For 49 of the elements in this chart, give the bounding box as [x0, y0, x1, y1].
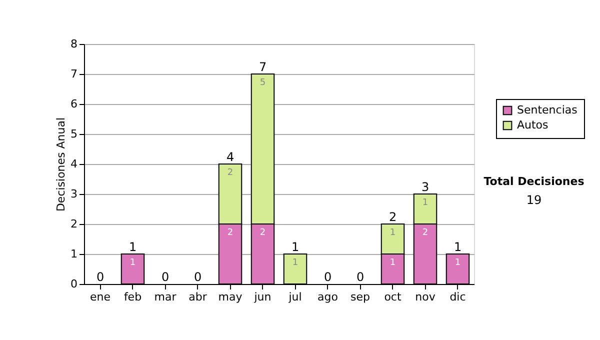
- y-tick-label: 3: [70, 188, 78, 200]
- x-tick-label: ago: [318, 290, 338, 304]
- data-label: 1: [454, 258, 461, 268]
- total-label: 1: [128, 240, 137, 254]
- x-tick-label: ene: [90, 290, 111, 304]
- y-axis-title: Decisiones Anual: [54, 117, 68, 212]
- data-label: 1: [390, 258, 396, 268]
- y-tick-label: 4: [70, 158, 78, 170]
- total-label: 0: [356, 270, 364, 284]
- data-label: 2: [422, 228, 428, 238]
- x-tick-label: jun: [253, 290, 272, 304]
- total-label: 7: [258, 60, 267, 74]
- total-label: 0: [194, 270, 202, 284]
- y-tick-label: 1: [70, 248, 78, 260]
- data-label: 1: [422, 198, 428, 208]
- data-label: 1: [130, 258, 136, 268]
- data-label: 2: [227, 168, 234, 178]
- data-label: 5: [260, 78, 266, 88]
- x-tick-label: mar: [154, 290, 177, 304]
- total-label: 2: [388, 210, 397, 224]
- x-tick-label: abr: [188, 290, 208, 304]
- y-tick-label: 7: [70, 68, 78, 80]
- y-tick-label: 6: [70, 98, 78, 110]
- total-label: 0: [324, 270, 332, 284]
- total-label: 0: [96, 270, 104, 284]
- data-label: 2: [227, 228, 234, 238]
- x-tick-label: feb: [124, 290, 142, 304]
- legend-label: Autos: [517, 118, 549, 132]
- y-tick-label: 5: [70, 128, 78, 140]
- data-label: 2: [260, 228, 266, 238]
- x-tick-label: dic: [450, 290, 466, 304]
- y-tick-label: 8: [70, 38, 78, 50]
- data-label: 1: [292, 258, 298, 268]
- y-tick-label: 0: [70, 278, 78, 290]
- x-tick-label: sep: [350, 290, 370, 304]
- total-label: 1: [454, 240, 462, 254]
- data-label: 1: [390, 228, 396, 238]
- total-label: 1: [291, 240, 300, 254]
- x-tick-label: may: [218, 290, 243, 304]
- total-label: 3: [421, 180, 430, 194]
- total-label: 4: [226, 150, 234, 164]
- x-tick-label: jul: [288, 290, 302, 304]
- legend-label: Sentencias: [517, 104, 578, 116]
- x-tick-label: nov: [415, 290, 436, 304]
- total-label: 0: [161, 270, 170, 284]
- x-tick-label: oct: [384, 290, 402, 304]
- text: Total Decisiones: [484, 175, 585, 188]
- y-tick-label: 2: [70, 218, 78, 230]
- text: 19: [526, 193, 542, 207]
